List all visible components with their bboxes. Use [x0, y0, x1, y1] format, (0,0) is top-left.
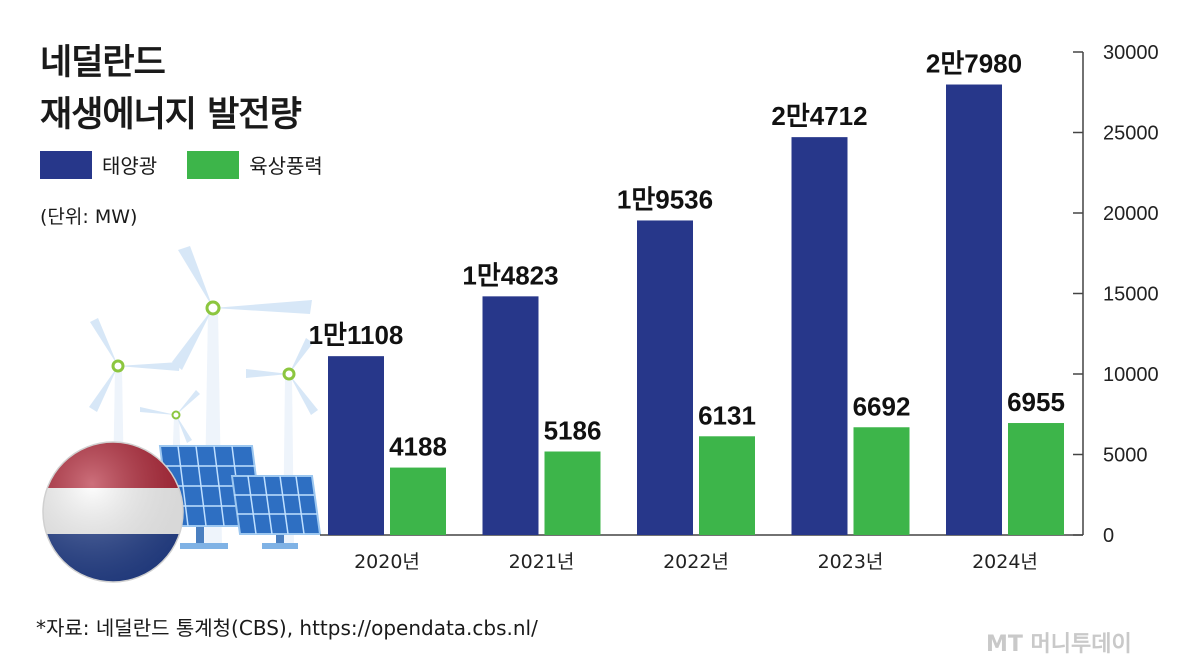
data-label: 1만4823: [462, 260, 558, 290]
bar-wind: [390, 467, 446, 535]
legend-swatch-wind: [187, 150, 240, 179]
x-tick-label: 2021년: [509, 551, 575, 573]
legend-label-solar: 태양광: [102, 154, 158, 178]
data-label: 2만4712: [771, 101, 867, 131]
unit-label: (단위: MW): [40, 206, 138, 228]
data-label: 6131: [698, 400, 756, 430]
x-tick-label: 2024년: [972, 551, 1038, 573]
page-title-line1: 네덜란드: [40, 43, 166, 83]
legend-label-wind: 육상풍력: [249, 154, 323, 178]
x-tick-label: 2022년: [663, 551, 729, 573]
x-tick-label: 2023년: [818, 551, 884, 573]
legend-swatch-solar: [40, 150, 92, 179]
bar-wind: [699, 436, 755, 535]
y-tick-label: 10000: [1103, 364, 1159, 386]
publisher-logo: MT 머니투데이: [986, 632, 1132, 657]
data-label: 1만1108: [309, 320, 404, 350]
bar-wind: [853, 427, 910, 535]
solar-panel-icon: [230, 475, 322, 549]
bar-solar: [791, 137, 848, 536]
bar-solar: [946, 84, 1002, 535]
data-label: 6692: [853, 391, 911, 421]
wind-turbine-icon: [140, 390, 200, 470]
data-label: 4188: [389, 432, 447, 462]
bar-wind: [1008, 423, 1064, 535]
bar-solar: [482, 296, 539, 535]
data-label: 6955: [1007, 387, 1065, 417]
x-tick-label: 2020년: [354, 551, 420, 573]
bar-wind: [544, 451, 601, 535]
data-label: 5186: [544, 416, 602, 446]
y-tick-label: 15000: [1103, 284, 1159, 306]
page-title-line2: 재생에너지 발전량: [40, 95, 302, 135]
data-label: 1만9536: [617, 184, 713, 214]
y-tick-label: 30000: [1103, 42, 1159, 64]
y-tick-label: 0: [1103, 525, 1114, 547]
y-tick-label: 5000: [1103, 445, 1148, 467]
plot-area: 0 5000 10000 15000 20000 25000 30000 2020년 1만110…: [309, 42, 1159, 573]
bar-solar: [637, 220, 693, 535]
y-tick-label: 25000: [1103, 123, 1159, 145]
y-tick-label: 20000: [1103, 203, 1159, 225]
bar-solar: [328, 356, 384, 535]
legend: 태양광 육상풍력: [40, 150, 323, 179]
source-note: *자료: 네덜란드 통계청(CBS), https://opendata.cbs…: [36, 616, 538, 640]
data-label: 2만7980: [926, 49, 1022, 79]
